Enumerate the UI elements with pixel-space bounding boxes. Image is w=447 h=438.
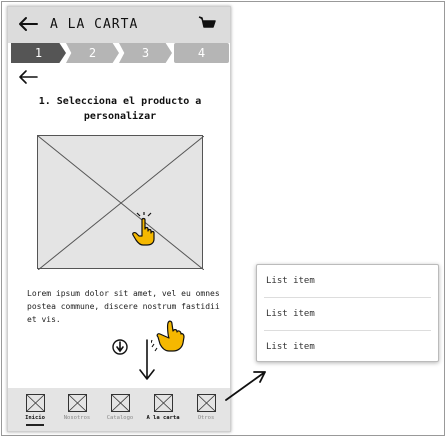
image-placeholder-icon bbox=[25, 394, 45, 412]
cart-icon[interactable] bbox=[198, 15, 216, 33]
list-item[interactable]: List item bbox=[266, 342, 315, 352]
back-arrow-icon[interactable] bbox=[18, 69, 38, 85]
flow-arrow-icon bbox=[225, 371, 266, 401]
image-placeholder-icon bbox=[110, 394, 130, 412]
step-2[interactable]: 2 bbox=[66, 43, 119, 63]
stepper: 1 2 3 4 bbox=[11, 43, 229, 63]
nav-item-otros[interactable]: Otros bbox=[188, 394, 224, 430]
step-3[interactable]: 3 bbox=[119, 43, 172, 63]
list-item[interactable]: List item bbox=[257, 265, 438, 298]
list-item[interactable]: List item bbox=[257, 298, 438, 331]
image-placeholder-icon bbox=[196, 394, 216, 412]
product-image-placeholder[interactable] bbox=[37, 135, 204, 270]
app-header: A LA CARTA bbox=[8, 7, 230, 43]
nav-label: A la carta bbox=[146, 415, 180, 421]
phone-screen: A LA CARTA 1 2 3 4 1. Selecciona el prod… bbox=[7, 6, 231, 432]
step-4[interactable]: 4 bbox=[174, 43, 229, 63]
bottom-navigation: Inicio Nosotros Catalogo A la bbox=[8, 388, 230, 431]
dropdown-list: List item List item List item bbox=[256, 264, 439, 362]
arrow-left-icon[interactable] bbox=[18, 16, 38, 32]
active-nav-underline bbox=[26, 424, 44, 426]
nav-label: Catalogo bbox=[106, 415, 134, 421]
image-placeholder-icon bbox=[67, 394, 87, 412]
description-text: Lorem ipsum dolor sit amet, vel eu omnes… bbox=[27, 289, 220, 324]
nav-label: Inicio bbox=[25, 415, 45, 421]
image-placeholder-icon bbox=[153, 394, 173, 412]
nav-item-catalogo[interactable]: Catalogo bbox=[102, 394, 138, 430]
nav-item-inicio[interactable]: Inicio bbox=[17, 394, 53, 430]
swipe-hand-icon bbox=[151, 320, 185, 352]
nav-label: Otros bbox=[197, 415, 215, 421]
nav-label: Nosotros bbox=[63, 415, 91, 421]
swipe-down-arrow-icon bbox=[139, 339, 155, 380]
page-header-title: A LA CARTA bbox=[50, 17, 139, 32]
nav-item-a-la-carta[interactable]: A la carta bbox=[145, 394, 181, 430]
scroll-down-icon bbox=[112, 339, 128, 355]
step-title: 1. Selecciona el producto a personalizar bbox=[38, 96, 202, 122]
nav-item-nosotros[interactable]: Nosotros bbox=[59, 394, 95, 430]
step-1[interactable]: 1 bbox=[11, 43, 66, 63]
tap-hand-icon bbox=[132, 212, 155, 246]
image-placeholder-icon bbox=[38, 136, 204, 270]
